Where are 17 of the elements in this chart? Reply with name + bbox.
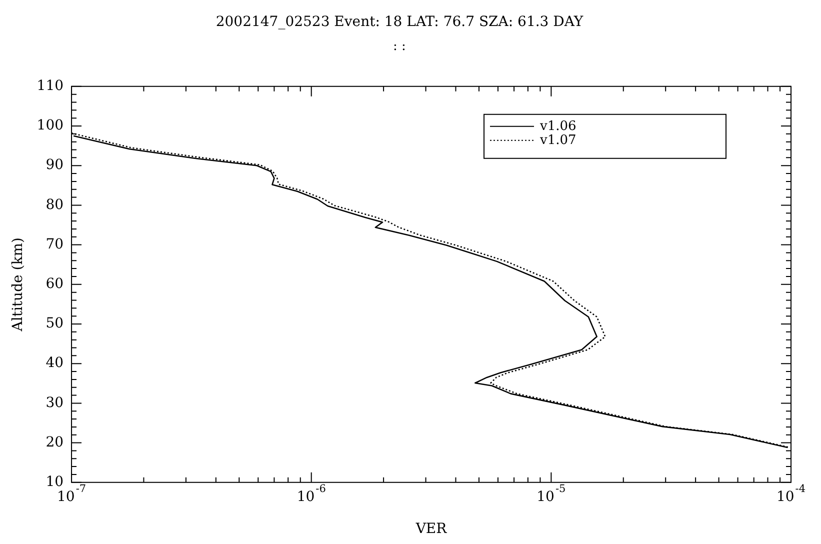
y-tick-label: 30 xyxy=(46,394,64,411)
y-tick-label: 60 xyxy=(46,276,64,292)
y-tick-label: 40 xyxy=(46,355,64,372)
y-tick-label: 80 xyxy=(46,196,64,213)
y-tick-label: 70 xyxy=(46,236,64,252)
y-tick-label: 90 xyxy=(46,157,64,174)
x-axis-title: VER xyxy=(414,521,448,538)
y-tick-label: 20 xyxy=(46,434,64,450)
legend-label: v1.06 xyxy=(539,118,576,134)
y-tick-label: 50 xyxy=(46,316,64,332)
y-axis-title: Altitude (km) xyxy=(10,238,26,332)
legend-label: v1.07 xyxy=(539,132,576,148)
chart-subtitle: : : xyxy=(393,38,406,54)
y-tick-label: 10 xyxy=(46,474,64,490)
chart-title: 2002147_02523 Event: 18 LAT: 76.7 SZA: 61.3 DAY xyxy=(216,14,584,30)
y-tick-label: 100 xyxy=(36,118,64,134)
y-tick-label: 110 xyxy=(36,78,64,94)
